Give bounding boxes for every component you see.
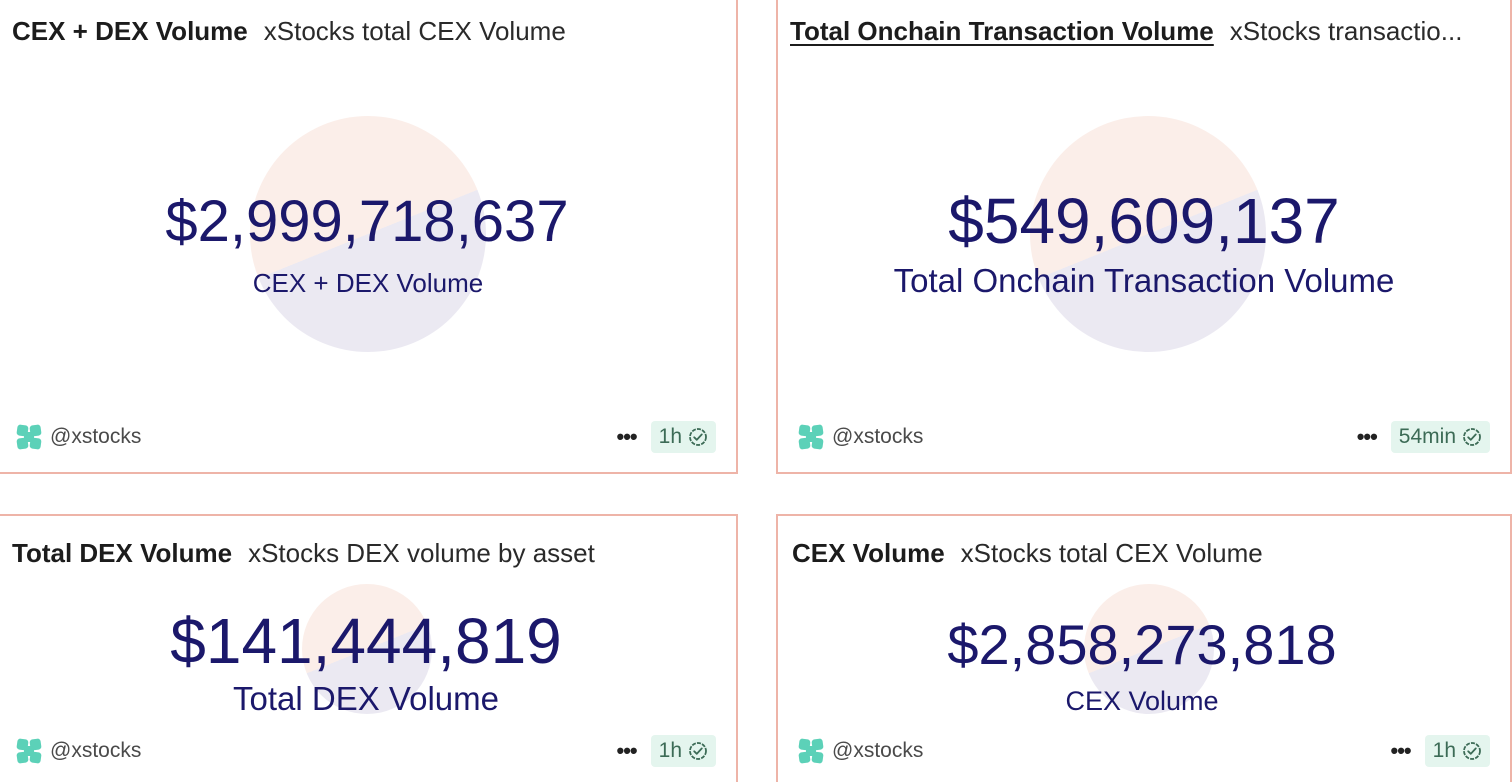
counter-value: $141,444,819 <box>170 605 562 677</box>
counter-background-pie <box>250 116 486 352</box>
counter-label: Total Onchain Transaction Volume <box>893 262 1395 299</box>
more-options-icon[interactable]: ••• <box>616 738 638 763</box>
author-handle: @xstocks <box>832 739 924 762</box>
freshness-badge[interactable]: 1h <box>650 421 716 453</box>
card-actions: ••• 1h <box>617 421 716 453</box>
counter-label: CEX Volume <box>1065 686 1219 716</box>
card-footer: @xstocks ••• 1h <box>798 735 1490 767</box>
card-header: Total DEX Volume xStocks DEX volume by as… <box>12 536 726 570</box>
card-actions: ••• 54min <box>1357 421 1490 453</box>
xstocks-logo-icon <box>16 424 42 450</box>
counter-label: CEX + DEX Volume <box>252 268 484 298</box>
counter-value: $549,609,137 <box>948 185 1340 257</box>
card-subtitle: xStocks total CEX Volume <box>263 16 566 46</box>
card-header: CEX + DEX Volume xStocks total CEX Volume <box>12 14 726 48</box>
author-link[interactable]: @xstocks <box>16 421 141 453</box>
author-link[interactable]: @xstocks <box>798 421 923 453</box>
counter-background-pie <box>1084 584 1214 714</box>
counter-value: $2,858,273,818 <box>947 613 1337 676</box>
more-options-icon[interactable]: ••• <box>1390 738 1412 763</box>
freshness-text: 54min <box>1398 425 1456 448</box>
card-subtitle: xStocks total CEX Volume <box>960 538 1263 568</box>
card-subtitle: xStocks DEX volume by asset <box>248 538 595 568</box>
dashboard-card-onchain-volume: Total Onchain Transaction Volume xStocks … <box>776 0 1512 474</box>
card-title[interactable]: CEX Volume <box>792 538 945 568</box>
counter-label: Total DEX Volume <box>233 680 499 717</box>
check-circle-icon <box>1463 428 1481 446</box>
card-title[interactable]: Total Onchain Transaction Volume <box>790 16 1214 46</box>
card-title[interactable]: Total DEX Volume <box>12 538 233 568</box>
author-handle: @xstocks <box>50 739 142 762</box>
more-options-icon[interactable]: ••• <box>1356 424 1378 449</box>
xstocks-logo-icon <box>798 738 824 764</box>
check-circle-icon <box>1463 742 1481 760</box>
freshness-text: 1h <box>658 739 682 762</box>
card-footer: @xstocks ••• 54min <box>798 421 1490 453</box>
author-link[interactable]: @xstocks <box>798 735 923 767</box>
check-circle-icon <box>689 742 707 760</box>
dashboard-card-cex-dex-volume: CEX + DEX Volume xStocks total CEX Volume… <box>0 0 738 474</box>
check-circle-icon <box>689 428 707 446</box>
dashboard-card-dex-volume: Total DEX Volume xStocks DEX volume by as… <box>0 514 738 782</box>
card-header: CEX Volume xStocks total CEX Volume <box>792 536 1500 570</box>
freshness-badge[interactable]: 54min <box>1390 421 1490 453</box>
card-title[interactable]: CEX + DEX Volume <box>12 16 248 46</box>
xstocks-logo-icon <box>16 738 42 764</box>
card-footer: @xstocks ••• 1h <box>16 421 716 453</box>
author-link[interactable]: @xstocks <box>16 735 141 767</box>
card-actions: ••• 1h <box>1391 735 1490 767</box>
counter-background-pie <box>302 584 432 714</box>
dashboard-card-cex-volume: CEX Volume xStocks total CEX Volume $2,85… <box>776 514 1512 782</box>
freshness-text: 1h <box>1432 739 1456 762</box>
card-actions: ••• 1h <box>617 735 716 767</box>
author-handle: @xstocks <box>50 425 142 448</box>
freshness-text: 1h <box>658 425 682 448</box>
xstocks-logo-icon <box>798 424 824 450</box>
author-handle: @xstocks <box>832 425 924 448</box>
card-footer: @xstocks ••• 1h <box>16 735 716 767</box>
more-options-icon[interactable]: ••• <box>616 424 638 449</box>
counter-value: $2,999,718,637 <box>165 189 569 254</box>
card-subtitle: xStocks transactio... <box>1229 16 1463 46</box>
freshness-badge[interactable]: 1h <box>650 735 716 767</box>
card-header: Total Onchain Transaction Volume xStocks … <box>790 14 1500 48</box>
counter-background-pie <box>1030 116 1266 352</box>
freshness-badge[interactable]: 1h <box>1424 735 1490 767</box>
